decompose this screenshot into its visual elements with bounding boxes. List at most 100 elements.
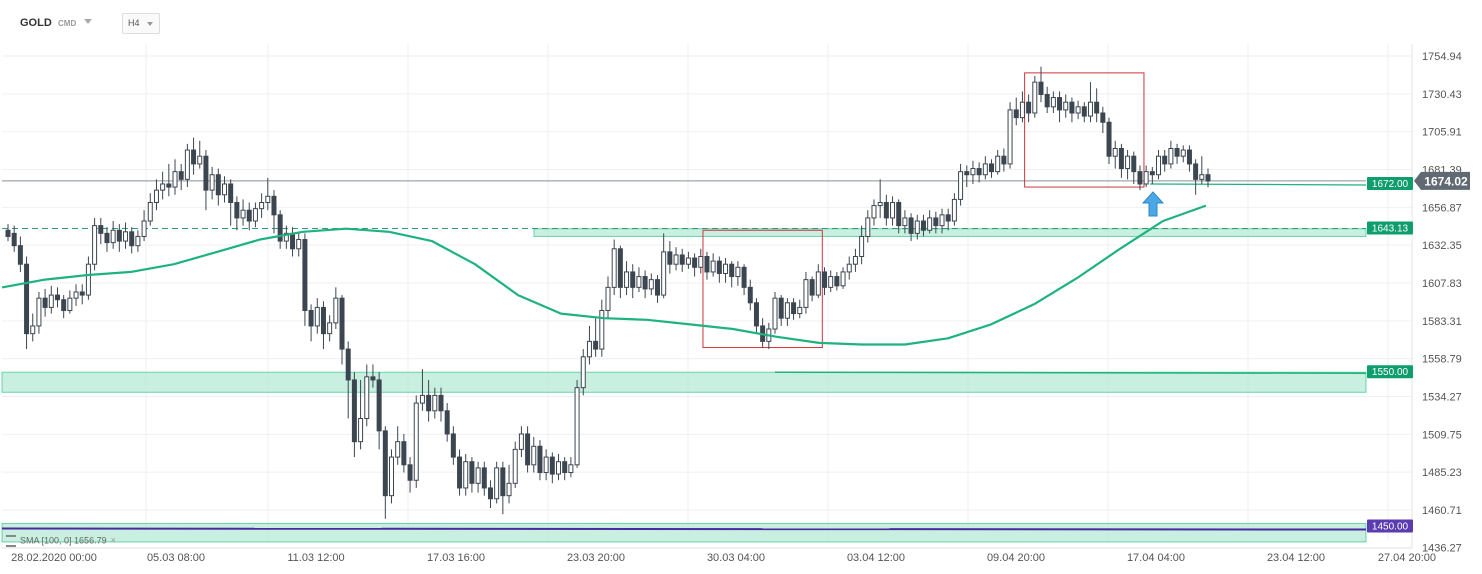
candle <box>512 441 518 488</box>
candle <box>1149 167 1155 184</box>
candle <box>692 253 698 277</box>
candle-body <box>753 302 759 327</box>
candle-body <box>1137 171 1143 185</box>
candle <box>568 457 574 478</box>
level-badge: 1672.00 <box>1367 176 1413 190</box>
candle <box>129 227 135 254</box>
candle <box>191 137 197 175</box>
level-line-1450 <box>1 527 1367 531</box>
candle-body <box>153 189 159 203</box>
candle <box>525 426 531 473</box>
candle-body <box>283 232 289 242</box>
candle <box>351 372 357 458</box>
candle-body <box>531 445 537 466</box>
candle <box>17 236 23 272</box>
candle <box>228 179 234 226</box>
candlestick-series <box>5 66 1211 519</box>
level-line-1672 <box>1149 183 1367 186</box>
candle <box>1205 168 1211 188</box>
sma-series <box>1 204 1207 346</box>
candle <box>828 270 834 292</box>
candle <box>296 233 302 257</box>
candle <box>636 267 642 292</box>
candle-body <box>1069 101 1075 114</box>
candle-body <box>735 266 741 278</box>
level-badge-bg <box>1367 519 1413 533</box>
candle-body <box>729 263 735 278</box>
candle <box>995 150 1001 175</box>
candle-body <box>1032 81 1038 114</box>
candle-body <box>17 245 23 265</box>
candle-body <box>704 255 710 273</box>
candle <box>958 163 964 206</box>
candle <box>753 298 759 334</box>
candle-body <box>821 271 827 288</box>
x-axis: 28.02.2020 00:00 05.03 08:00 11.03 12:00 17… <box>11 552 1436 564</box>
candle-body <box>982 163 988 176</box>
candle-body <box>419 394 425 404</box>
close-icon[interactable]: × <box>110 535 116 546</box>
candle-body <box>1199 174 1205 180</box>
candle-body <box>296 239 302 250</box>
y-tick-label: 1632.35 <box>1422 240 1462 252</box>
candle-body <box>1125 155 1131 170</box>
y-tick-label: 1509.75 <box>1422 429 1462 441</box>
candle <box>784 298 790 326</box>
candle <box>419 369 425 411</box>
candle <box>1007 102 1013 169</box>
candle <box>580 349 586 396</box>
candle <box>1001 148 1007 172</box>
candle <box>747 279 753 311</box>
candle-body <box>166 183 172 188</box>
candle-body <box>191 149 197 165</box>
candle <box>642 270 648 299</box>
candle-body <box>1131 155 1137 173</box>
candle-body <box>370 376 376 381</box>
candle <box>667 241 673 274</box>
candle-body <box>197 155 203 165</box>
candle-body <box>1149 171 1155 176</box>
candle-body <box>1168 147 1174 165</box>
candle <box>896 199 902 234</box>
candle-body <box>877 201 883 207</box>
arrow-up-icon <box>1141 191 1165 217</box>
candle-body <box>457 456 463 489</box>
candle-body <box>252 208 258 222</box>
candle-body <box>772 297 778 330</box>
candle-body <box>958 171 964 200</box>
candle-body <box>290 232 296 250</box>
candle <box>197 140 203 169</box>
candle-body <box>951 198 957 222</box>
symbol-name[interactable]: GOLD <box>20 17 52 29</box>
candle-body <box>883 201 889 219</box>
candle-body <box>784 302 790 319</box>
candle-body <box>1063 101 1069 111</box>
candle-body <box>494 467 500 500</box>
candle <box>890 196 896 226</box>
candle <box>1174 143 1180 164</box>
candle <box>1199 156 1205 184</box>
candle-body <box>240 209 246 219</box>
candle <box>704 251 710 280</box>
candle-body <box>221 183 227 196</box>
candle-body <box>1038 81 1044 95</box>
candle-body <box>865 217 871 237</box>
candle-body <box>828 276 834 288</box>
candle <box>487 480 493 509</box>
candle-body <box>11 232 17 247</box>
candle <box>611 239 617 296</box>
candle-body <box>976 168 982 176</box>
x-tick-label: 17.04 04:00 <box>1127 552 1185 564</box>
indicator-icon <box>6 535 16 547</box>
candle <box>1118 143 1124 178</box>
candle <box>290 227 296 257</box>
timeframe-select[interactable]: H4 <box>122 13 160 34</box>
candle <box>463 454 469 496</box>
candle-body <box>995 155 1001 173</box>
symbol-dropdown-icon[interactable] <box>84 19 92 24</box>
candle-body <box>314 306 320 327</box>
candle <box>1168 140 1174 169</box>
candle <box>1106 117 1112 164</box>
candle <box>549 452 555 484</box>
